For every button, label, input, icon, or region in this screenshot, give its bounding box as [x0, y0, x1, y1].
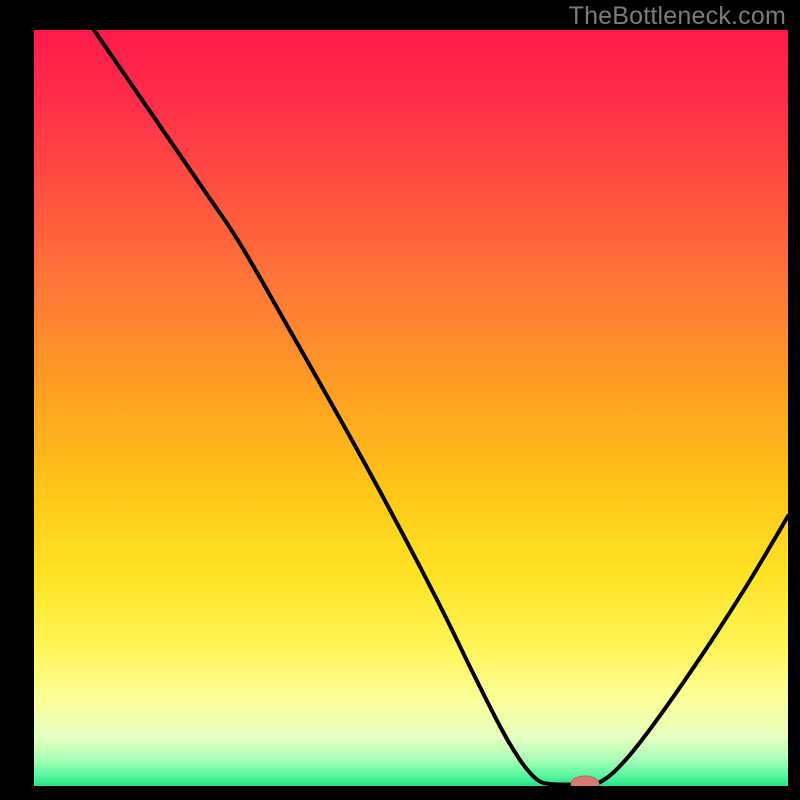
frame-right — [788, 0, 800, 800]
figure-root: TheBottleneck.com — [0, 0, 800, 800]
bottleneck-chart — [34, 30, 788, 786]
watermark-text: TheBottleneck.com — [569, 2, 786, 31]
frame-left — [0, 0, 34, 800]
gradient-background — [34, 30, 788, 786]
frame-bottom — [0, 786, 800, 800]
plot-area — [34, 30, 788, 786]
